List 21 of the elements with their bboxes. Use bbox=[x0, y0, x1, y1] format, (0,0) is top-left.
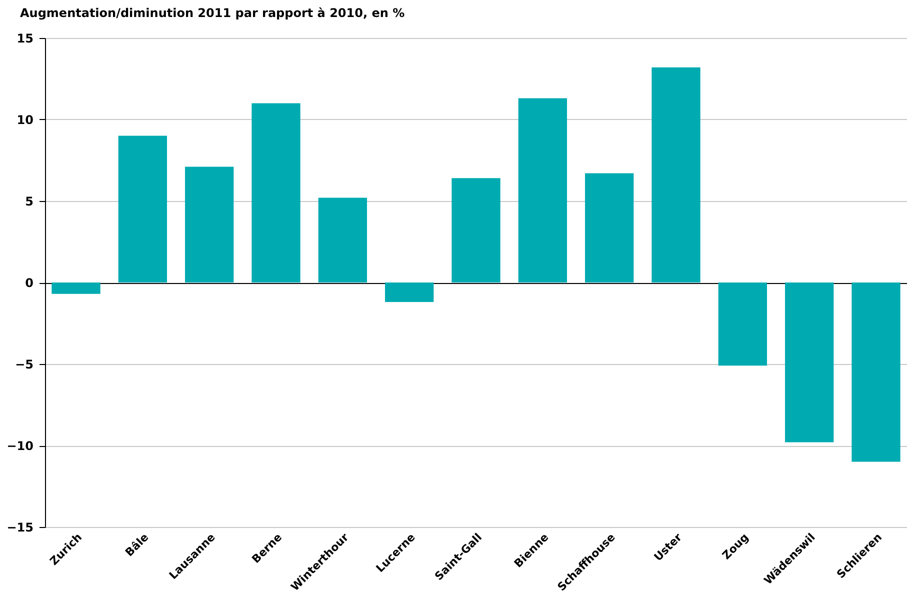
y-tick-label: 10 bbox=[16, 113, 34, 127]
bar bbox=[385, 282, 434, 302]
y-tick-label: 5 bbox=[25, 194, 34, 208]
y-tick-label: −10 bbox=[6, 439, 34, 453]
y-tick-label: 15 bbox=[16, 32, 34, 46]
bar bbox=[318, 198, 367, 282]
bar bbox=[52, 282, 100, 294]
bar bbox=[518, 98, 567, 282]
bar bbox=[785, 282, 834, 442]
bar bbox=[118, 136, 167, 282]
bar bbox=[185, 166, 234, 282]
bar bbox=[452, 178, 500, 282]
bar bbox=[852, 282, 900, 462]
chart-title: Augmentation/diminution 2011 par rapport à 2010, en % bbox=[20, 6, 405, 20]
y-tick-label: −15 bbox=[6, 520, 34, 534]
bar bbox=[585, 173, 634, 282]
y-tick-label: −5 bbox=[15, 358, 34, 372]
bar bbox=[252, 103, 300, 282]
bar bbox=[718, 282, 767, 366]
bar bbox=[652, 67, 700, 282]
y-tick-label: 0 bbox=[25, 276, 34, 290]
